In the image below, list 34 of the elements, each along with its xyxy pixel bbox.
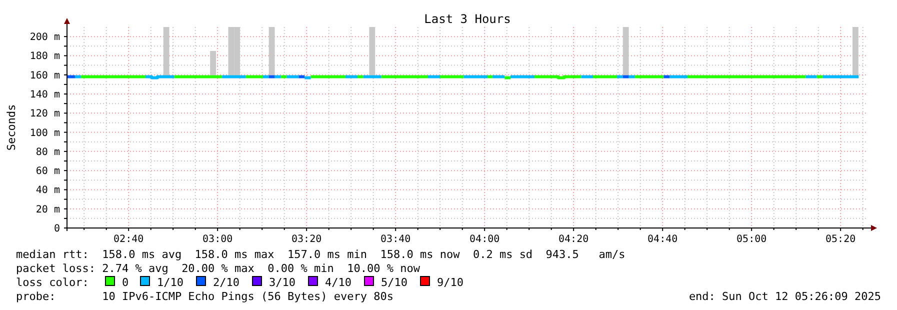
text: probe: 10 IPv6-ICMP Echo Pings (56 Bytes) every 80s: [16, 290, 394, 303]
legend-label: 4/10: [325, 276, 352, 289]
legend-label: 1/10: [157, 276, 184, 289]
legend-label: 5/10: [381, 276, 408, 289]
legend-title: loss color:: [16, 276, 89, 289]
x-tick-label: 03:40: [380, 234, 411, 245]
y-tick-label: 60 m: [36, 166, 60, 178]
legend-label: 3/10: [269, 276, 296, 289]
x-tick-label: 04:20: [558, 234, 589, 245]
text: packet loss: 2.74 % avg 20.00 % max 0.00 % min 10.00 % now: [16, 262, 420, 275]
legend-label: 2/10: [213, 276, 240, 289]
text: end: Sun Oct 12 05:26:09 2025: [688, 290, 881, 303]
x-tick-label: 04:00: [470, 234, 500, 245]
x-tick-label: 03:20: [292, 234, 322, 245]
y-tick-label: 100 m: [30, 128, 60, 139]
x-tick-label: 02:40: [114, 234, 144, 245]
x-tick-label: 03:00: [202, 234, 233, 245]
y-axis-title: Seconds: [5, 104, 18, 151]
x-tick-label: 04:40: [648, 234, 678, 245]
y-tick-label: 120 m: [30, 108, 60, 120]
y-tick-label: 20 m: [36, 204, 60, 216]
y-tick-label: 200 m: [30, 32, 60, 44]
x-tick-label: 05:00: [736, 234, 767, 245]
y-tick-label: 140 m: [30, 90, 60, 100]
y-tick-label: 80 m: [36, 146, 60, 158]
y-tick-label: 40 m: [36, 185, 60, 196]
legend-label: 9/10: [437, 276, 464, 289]
x-tick-label: 05:20: [826, 234, 856, 245]
text: median rtt: 158.0 ms avg 158.0 ms max 157.0 ms min 158.0 ms now 0.2 ms sd 943.5 am/s: [16, 248, 626, 261]
y-tick-label: 0: [54, 224, 60, 234]
y-tick-label: 180 m: [30, 51, 60, 62]
chart-title: Last 3 Hours: [424, 12, 511, 26]
y-tick-label: 160 m: [30, 70, 60, 82]
legend-label: 0: [122, 276, 129, 289]
